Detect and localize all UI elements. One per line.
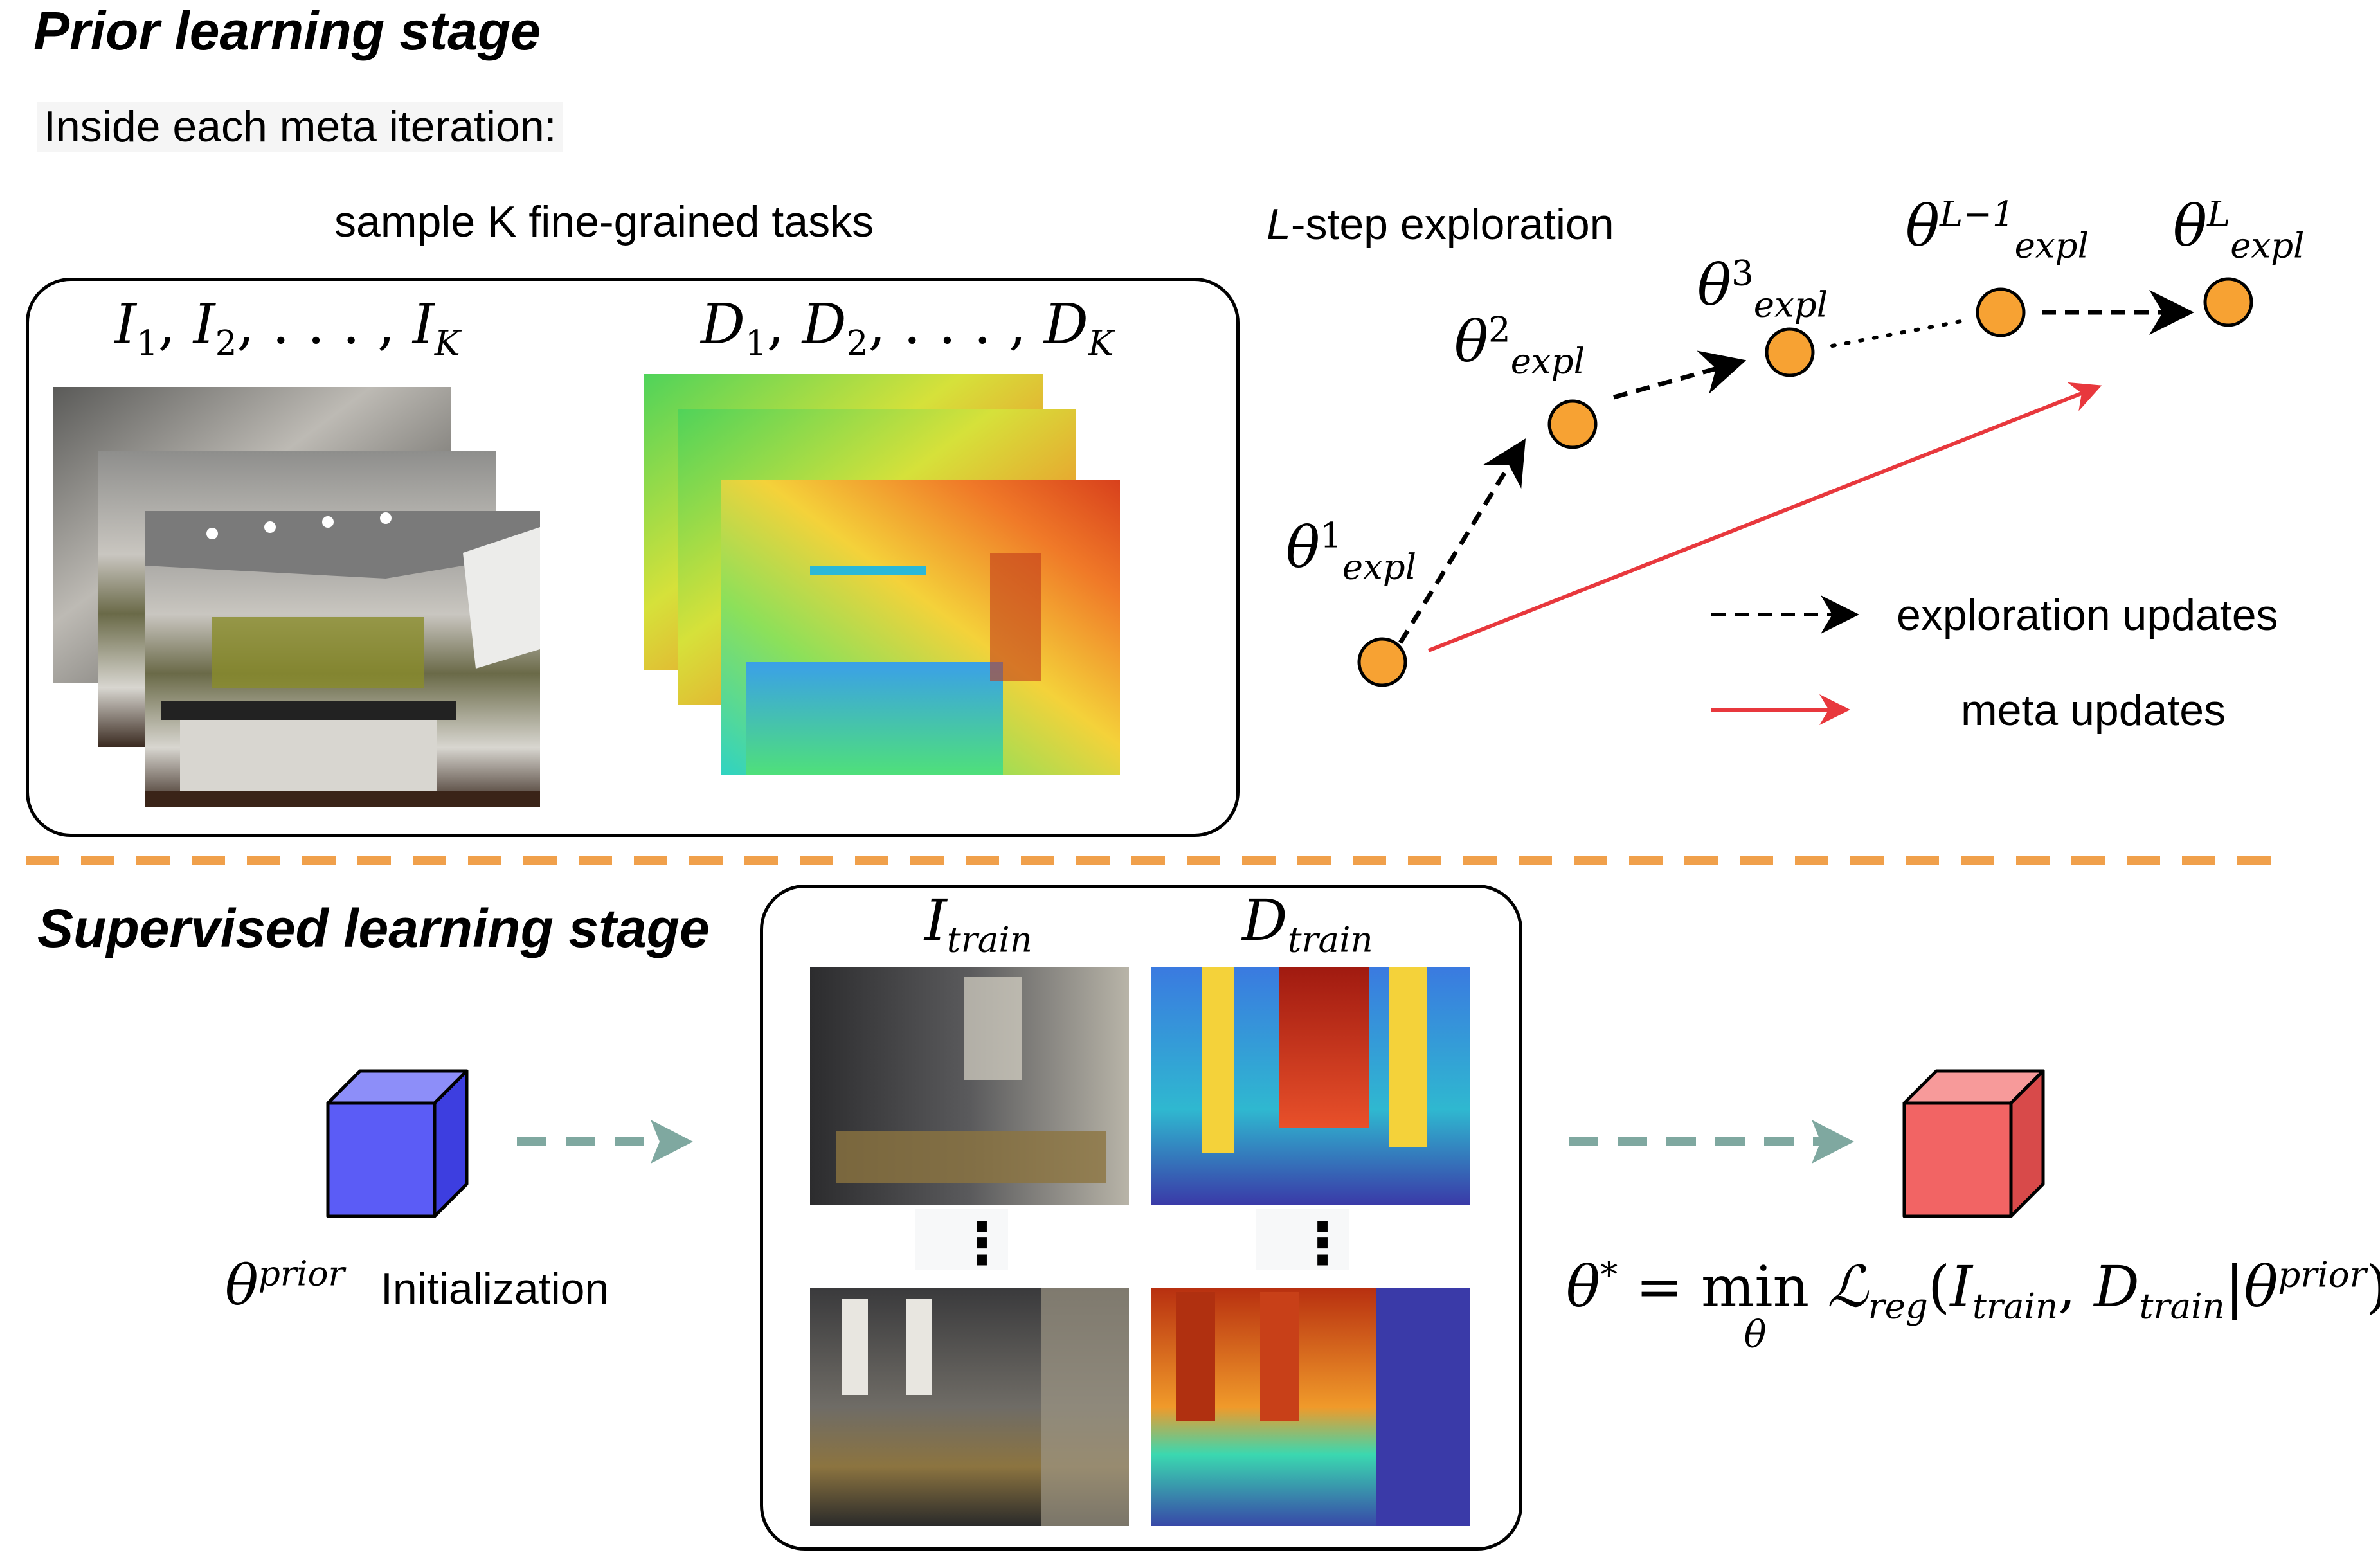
depth-map-stack xyxy=(644,374,1120,775)
train-rgb-ellipsis: ⋮ xyxy=(953,1210,1011,1277)
tasks-panel xyxy=(26,278,1240,837)
theta-label-L-minus-1: θL−1expl xyxy=(1906,193,2089,266)
meta-iteration-caption: Inside each meta iteration: xyxy=(37,102,563,152)
train-rgb-image-top xyxy=(810,967,1129,1205)
train-depth-maps: ⋮ xyxy=(1151,967,1470,1526)
theta-node-L-minus-1 xyxy=(1976,287,2026,337)
exploration-title: L-step exploration xyxy=(1267,200,1614,249)
prior-model-cube xyxy=(326,1069,469,1218)
training-data-panel xyxy=(760,885,1522,1551)
legend-exploration-label: exploration updates xyxy=(1897,591,2278,640)
supervised-stage-title: Supervised learning stage xyxy=(37,898,710,958)
train-depth-label: Dtrain xyxy=(1242,887,1373,960)
image-set-label: I1, I2, . . . , IK xyxy=(114,292,460,364)
train-image-label: Itrain xyxy=(924,887,1032,960)
exploration-arrow-2 xyxy=(1613,350,1747,400)
theta-label-3: θ3expl xyxy=(1697,252,1828,325)
theta-node-L xyxy=(2203,277,2253,327)
theta-node-1 xyxy=(1357,637,1407,687)
theta-label-L: θLexpl xyxy=(2173,193,2305,266)
exploration-arrow-1 xyxy=(1398,438,1526,644)
theta-label-2: θ2expl xyxy=(1454,309,1585,382)
depth-set-label: D1, D2, . . . , DK xyxy=(701,292,1114,364)
train-depth-map-bottom xyxy=(1151,1288,1470,1526)
final-model-cube xyxy=(1902,1069,2045,1218)
train-arrow-head xyxy=(1812,1120,1854,1164)
theta-label-1: θ1expl xyxy=(1286,514,1417,588)
depth-map-3 xyxy=(721,480,1120,775)
theta-node-2 xyxy=(1547,399,1598,449)
prior-stage-title: Prior learning stage xyxy=(33,1,541,61)
train-rgb-images: ⋮ xyxy=(810,967,1129,1526)
rgb-image-3 xyxy=(145,511,540,807)
train-depth-gap xyxy=(1256,1209,1349,1270)
theta-prior-label: θprior xyxy=(225,1254,345,1318)
exploration-dotted-gap xyxy=(1830,319,1963,348)
theta-node-3 xyxy=(1765,327,1815,377)
train-rgb-gap xyxy=(915,1209,1008,1270)
sample-tasks-caption: sample K fine-grained tasks xyxy=(334,197,874,246)
rgb-image-stack xyxy=(53,387,540,807)
exploration-path xyxy=(1357,277,2253,687)
init-arrow-head xyxy=(651,1120,693,1164)
train-rgb-image-bottom xyxy=(810,1288,1129,1526)
train-depth-ellipsis: ⋮ xyxy=(1294,1210,1351,1277)
meta-update-arrow xyxy=(1427,382,2102,652)
train-depth-map-top xyxy=(1151,967,1470,1205)
legend-meta-label: meta updates xyxy=(1961,686,2226,735)
initialization-label: Initialization xyxy=(381,1264,609,1313)
